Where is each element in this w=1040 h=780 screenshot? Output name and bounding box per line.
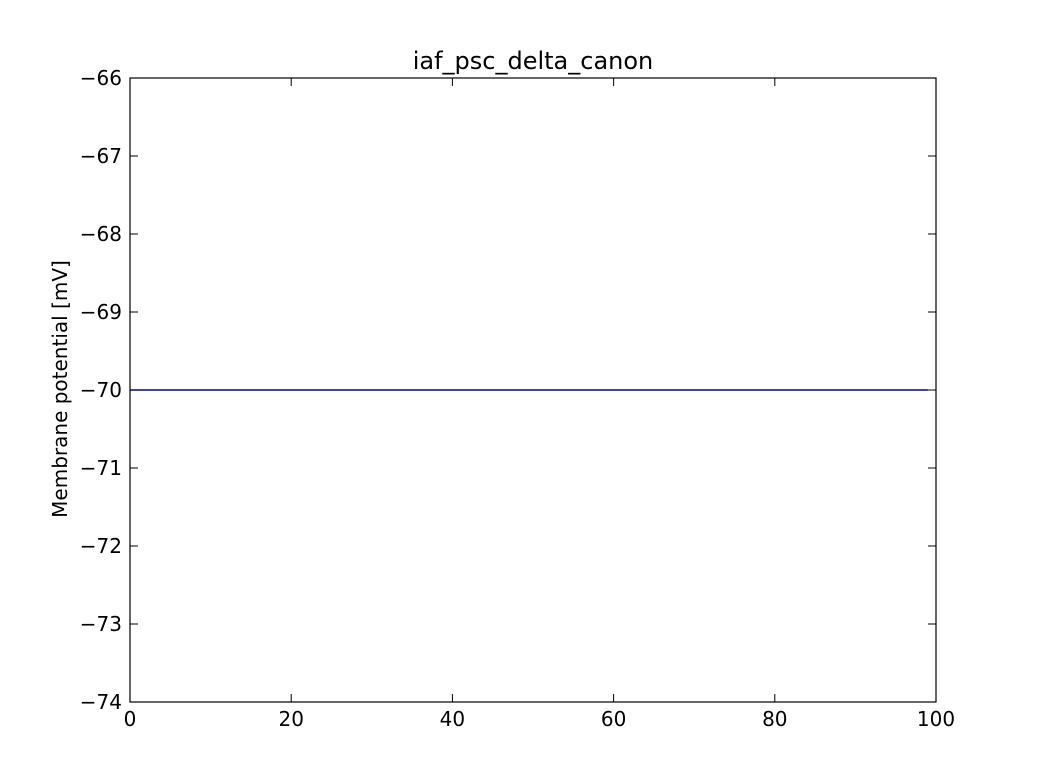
y-tick-label: −66 (80, 66, 122, 90)
x-axis-ticks: 0 20 40 60 80 100 (124, 78, 955, 731)
y-tick-label: −73 (80, 612, 122, 636)
y-axis-ticks: −66 −67 −68 −69 −70 −71 −72 −73 −74 (80, 66, 936, 714)
y-tick-label: −69 (80, 300, 122, 324)
y-tick-label: −68 (80, 222, 122, 246)
y-tick-label: −67 (80, 144, 122, 168)
y-axis-label: Membrane potential [mV] (48, 260, 72, 518)
y-tick-label: −70 (80, 378, 122, 402)
plot-frame (129, 77, 937, 703)
x-tick-label: 0 (124, 707, 137, 731)
y-tick-label: −72 (80, 534, 122, 558)
x-tick-label: 20 (278, 707, 303, 731)
y-tick-label: −74 (80, 690, 122, 714)
x-tick-label: 40 (440, 707, 465, 731)
x-tick-label: 60 (601, 707, 626, 731)
chart-title: iaf_psc_delta_canon (413, 47, 654, 75)
x-tick-label: 100 (917, 707, 955, 731)
y-tick-label: −71 (80, 456, 122, 480)
x-tick-label: 80 (762, 707, 787, 731)
